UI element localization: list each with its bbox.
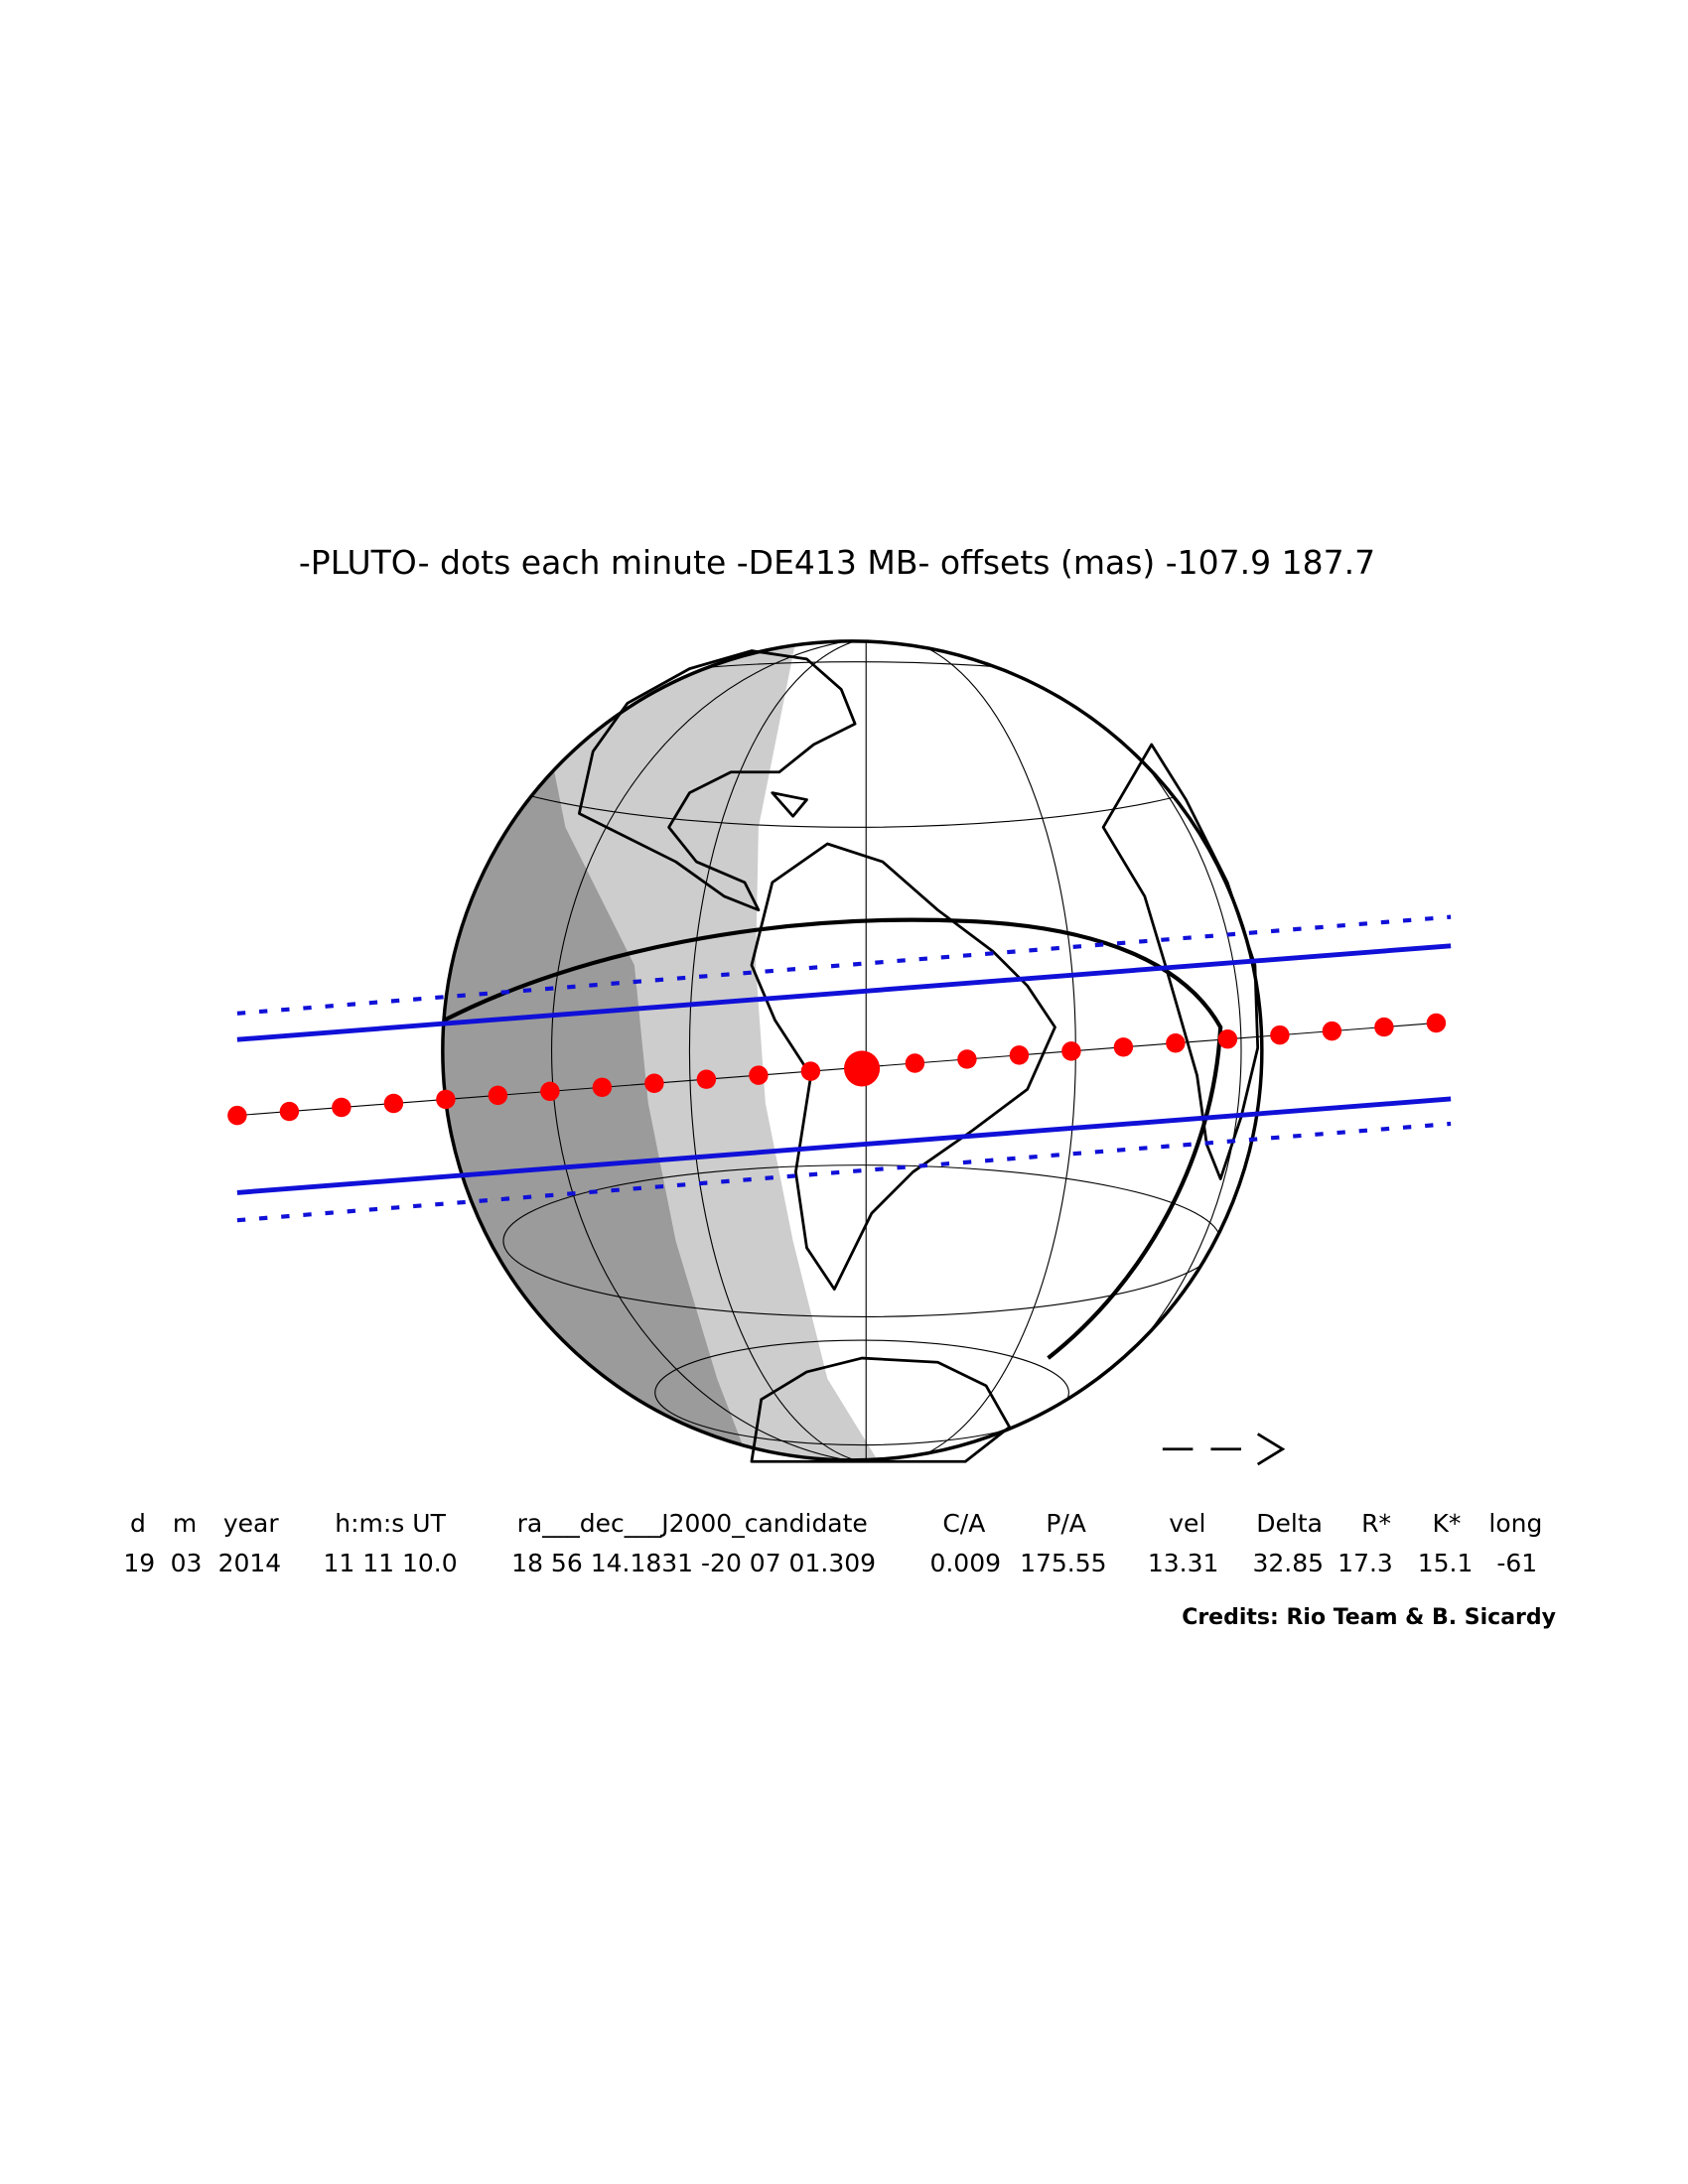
- table-value: 2014: [218, 1549, 282, 1577]
- minute-dot: [1113, 1037, 1134, 1057]
- minute-dot: [1426, 1013, 1447, 1033]
- table-header: C/A: [942, 1509, 985, 1538]
- minute-dot: [644, 1073, 664, 1093]
- globe: [227, 639, 1452, 1466]
- table-value: -61: [1496, 1549, 1537, 1577]
- credits: Credits: Rio Team & B. Sicardy: [1182, 1605, 1556, 1630]
- minute-dot: [905, 1053, 925, 1073]
- minute-dot: [1009, 1045, 1030, 1065]
- table-header: ra___dec___J2000_candidate: [517, 1509, 868, 1538]
- minute-dots: [227, 1013, 1447, 1126]
- minute-dot: [1217, 1028, 1238, 1049]
- event-table: d m year h:m:s UT ra___dec___J2000_candidate…: [123, 1509, 1542, 1577]
- direction-arrow: [1162, 1433, 1286, 1466]
- table-value: 32.85: [1252, 1549, 1324, 1577]
- minute-dot: [696, 1069, 717, 1089]
- table-value: 15.1: [1418, 1549, 1474, 1577]
- minute-dot: [332, 1097, 352, 1118]
- minute-dot: [1374, 1017, 1394, 1037]
- table-header: Delta: [1256, 1509, 1323, 1538]
- minute-dot: [1061, 1041, 1081, 1061]
- table-value: 18 56 14.1831 -20 07 01.309: [511, 1549, 876, 1577]
- minute-dot: [279, 1101, 300, 1122]
- table-header: h:m:s UT: [335, 1509, 446, 1538]
- table-value: 11 11 10.0: [323, 1549, 457, 1577]
- shadow-edge-line: [236, 1096, 1452, 1195]
- table-header: R*: [1361, 1509, 1391, 1538]
- table-header: long: [1488, 1509, 1542, 1538]
- map-title: -PLUTO- dots each minute -DE413 MB- offs…: [299, 543, 1375, 582]
- table-header: P/A: [1046, 1509, 1086, 1538]
- minute-dot: [383, 1093, 404, 1114]
- table-value: 17.3: [1337, 1549, 1393, 1577]
- minute-dot: [957, 1049, 977, 1069]
- minute-dot: [800, 1061, 821, 1081]
- minute-dot: [1166, 1033, 1186, 1053]
- table-header: vel: [1169, 1509, 1205, 1538]
- uncertainty-line: [236, 914, 1452, 1016]
- minute-dot: [540, 1081, 560, 1102]
- minute-dot: [592, 1077, 613, 1098]
- table-value: 175.55: [1020, 1549, 1106, 1577]
- minute-dot: [1322, 1021, 1342, 1041]
- minute-dot: [436, 1089, 456, 1110]
- table-value: 19: [123, 1549, 155, 1577]
- minute-dot: [488, 1085, 508, 1106]
- closest-approach-dot: [844, 1050, 881, 1087]
- table-header: d: [130, 1509, 146, 1538]
- shadow-edge-line: [236, 943, 1452, 1042]
- table-header: m: [173, 1509, 197, 1538]
- table-value: 13.31: [1148, 1549, 1219, 1577]
- uncertainty-line: [236, 1121, 1452, 1223]
- minute-dot: [749, 1065, 769, 1085]
- table-header: year: [223, 1509, 279, 1538]
- minute-dot: [227, 1105, 247, 1126]
- table-value: 0.009: [929, 1549, 1001, 1577]
- globe-limb: [441, 639, 1264, 1462]
- shadow-limit: [443, 917, 1223, 1360]
- table-value: 03: [171, 1549, 203, 1577]
- table-header: K*: [1433, 1509, 1462, 1538]
- minute-dot: [1270, 1024, 1290, 1045]
